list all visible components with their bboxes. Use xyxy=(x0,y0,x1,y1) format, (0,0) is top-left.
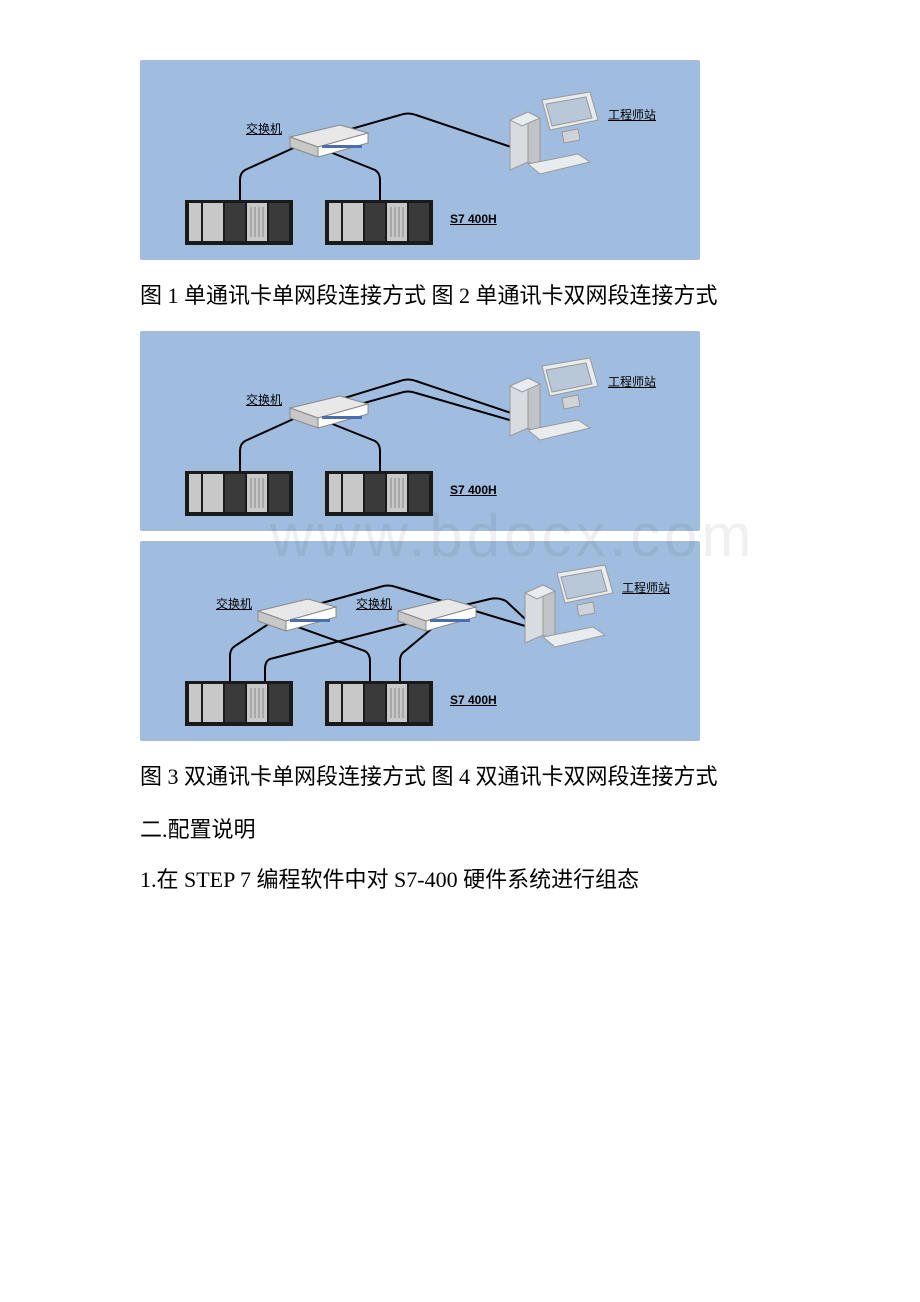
caption-fig1-2: 图 1 单通讯卡单网段连接方式 图 2 单通讯卡双网段连接方式 xyxy=(140,278,820,313)
label-engineer-station: 工程师站 xyxy=(608,106,656,123)
diagram-fig1: 交换机 工程师站 S7 400H xyxy=(140,60,700,260)
label-plc: S7 400H xyxy=(450,212,497,226)
caption-fig3-4: 图 3 双通讯卡单网段连接方式 图 4 双通讯卡双网段连接方式 xyxy=(140,759,820,794)
label-plc: S7 400H xyxy=(450,693,497,707)
label-plc: S7 400H xyxy=(450,483,497,497)
label-engineer-station: 工程师站 xyxy=(608,373,656,390)
diagram-fig2: 交换机 工程师站 S7 400H xyxy=(140,331,700,531)
section-2-heading: 二.配置说明 xyxy=(140,812,820,847)
step-1-text: 1.在 STEP 7 编程软件中对 S7-400 硬件系统进行组态 xyxy=(140,862,820,897)
label-switch-right: 交换机 xyxy=(356,595,392,612)
label-engineer-station: 工程师站 xyxy=(622,579,670,596)
diagram-fig3: www.bdocx.com xyxy=(140,541,700,741)
label-switch-left: 交换机 xyxy=(216,595,252,612)
label-switch: 交换机 xyxy=(246,391,282,408)
label-switch: 交换机 xyxy=(246,120,282,137)
